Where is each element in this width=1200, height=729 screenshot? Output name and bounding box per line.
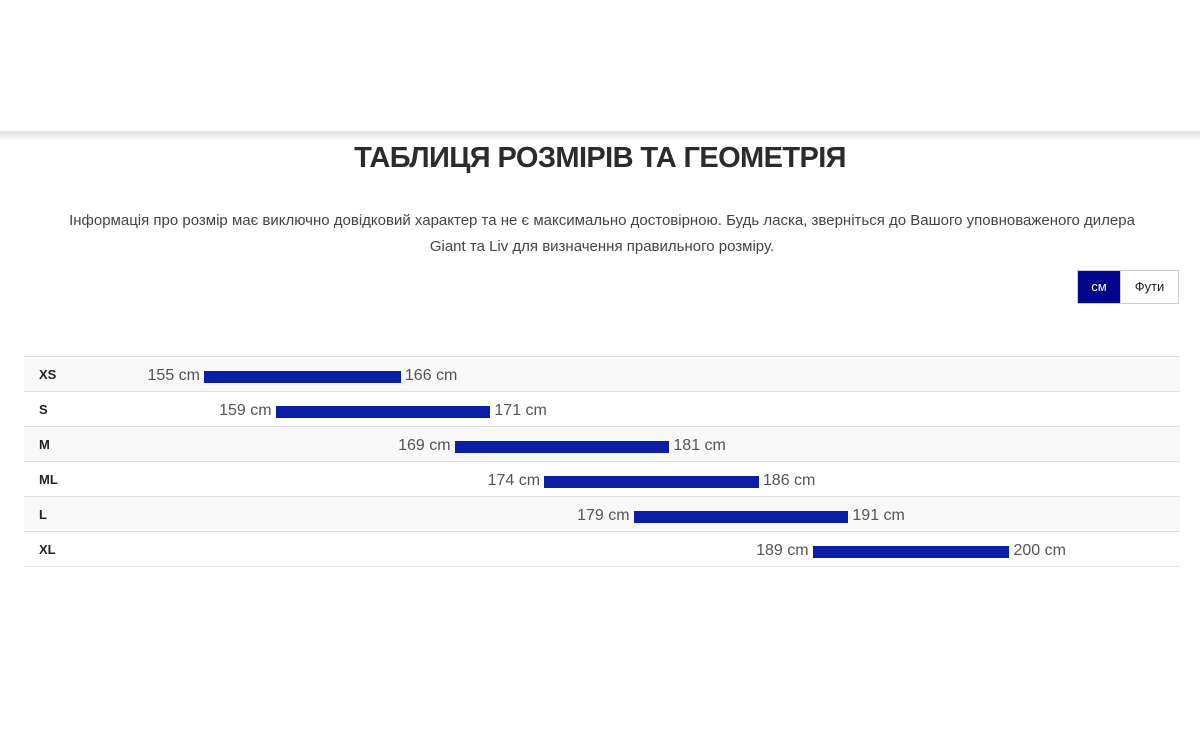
size-row-s: S 159 cm 171 cm bbox=[24, 392, 1180, 427]
page-title: ТАБЛИЦЯ РОЗМІРІВ ТА ГЕОМЕТРІЯ bbox=[354, 142, 846, 174]
range-bar bbox=[275, 406, 491, 418]
unit-feet-button[interactable]: Фути bbox=[1120, 271, 1178, 303]
range-max-label: 181 cm bbox=[673, 437, 726, 454]
range-bar bbox=[633, 511, 849, 523]
size-table: XS 155 cm 166 cm S 159 cm 171 cm M 169 c… bbox=[24, 356, 1180, 567]
site-header bbox=[0, 0, 1200, 131]
size-row-l: L 179 cm 191 cm bbox=[24, 497, 1180, 532]
range-min-label: 155 cm bbox=[147, 367, 200, 384]
size-row-xs: XS 155 cm 166 cm bbox=[24, 357, 1180, 392]
size-label: ML bbox=[39, 472, 58, 487]
range-min-label: 174 cm bbox=[487, 472, 541, 489]
range-min-label: 159 cm bbox=[219, 402, 272, 419]
range-max-label: 200 cm bbox=[1013, 542, 1066, 559]
size-info-text: Інформація про розмір має виключно довід… bbox=[24, 208, 1180, 260]
range-min-label: 179 cm bbox=[577, 507, 630, 524]
size-label: L bbox=[39, 507, 47, 522]
size-row-ml: ML 174 cm 186 cm bbox=[24, 462, 1180, 497]
range-min-label: 169 cm bbox=[398, 437, 451, 454]
size-row-xl: XL 189 cm 200 cm bbox=[24, 532, 1180, 567]
range-max-label: 166 cm bbox=[404, 367, 458, 384]
range-max-label: 186 cm bbox=[762, 472, 816, 489]
size-label: S bbox=[39, 402, 48, 417]
size-label: XS bbox=[39, 367, 57, 382]
range-bar bbox=[544, 476, 759, 488]
header-shadow bbox=[0, 131, 1200, 141]
range-bar bbox=[454, 441, 670, 453]
range-max-label: 191 cm bbox=[852, 507, 905, 524]
size-label: XL bbox=[39, 542, 56, 557]
range-bar bbox=[204, 371, 401, 383]
unit-toggle: см Фути bbox=[1077, 270, 1179, 304]
range-min-label: 189 cm bbox=[756, 542, 809, 559]
range-max-label: 171 cm bbox=[494, 402, 547, 419]
size-label: M bbox=[39, 437, 50, 452]
size-row-m: M 169 cm 181 cm bbox=[24, 427, 1180, 462]
range-bar bbox=[812, 546, 1010, 558]
unit-cm-button[interactable]: см bbox=[1078, 271, 1120, 303]
size-info-line-1: Інформація про розмір має виключно довід… bbox=[69, 212, 1135, 229]
size-info-line-2: Giant та Liv для визначення правильного … bbox=[429, 238, 775, 255]
